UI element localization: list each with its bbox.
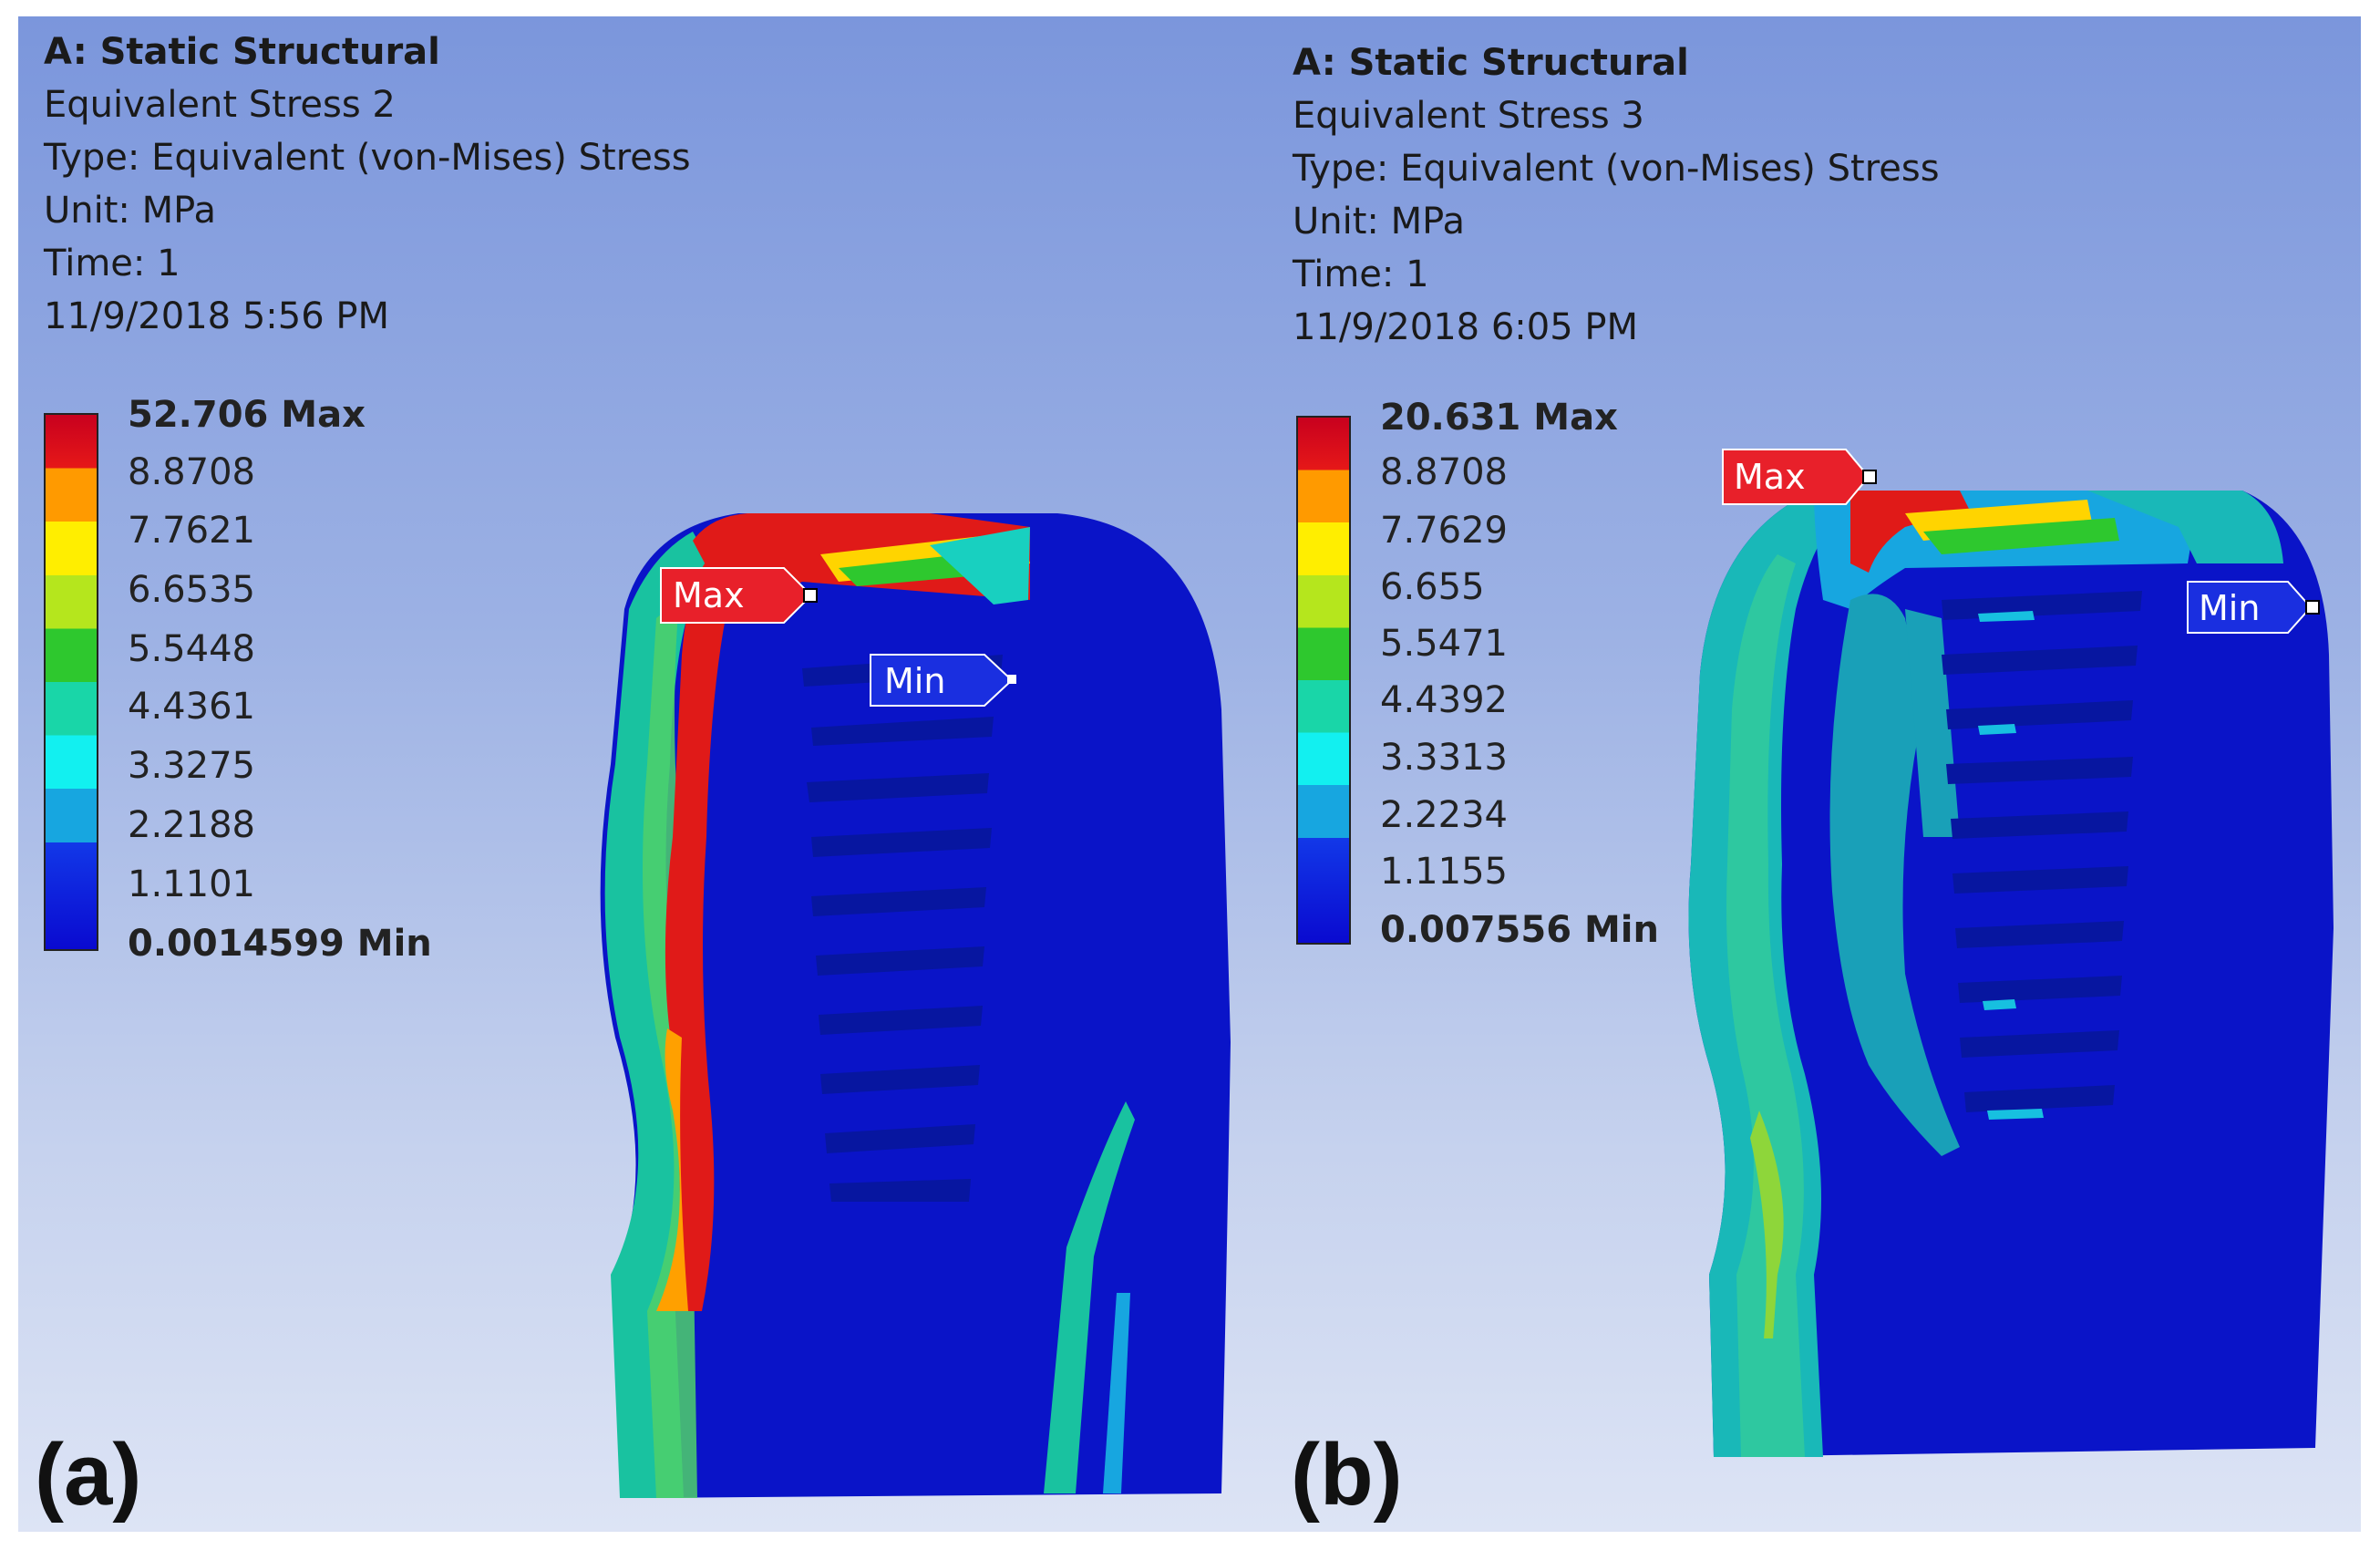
legend-label: 4.4361 — [128, 686, 255, 728]
legend-color-bar — [44, 413, 98, 951]
result-type: Type: Equivalent (von-Mises) Stress — [44, 137, 691, 179]
result-name: Equivalent Stress 2 — [44, 84, 396, 126]
legend-label: 6.655 — [1380, 566, 1485, 608]
legend-label: 2.2234 — [1380, 794, 1508, 836]
min-probe[interactable]: Min — [870, 654, 1016, 707]
result-panel-b: A: Static Structural Equivalent Stress 3… — [1267, 16, 2361, 1532]
result-time: Time: 1 — [1293, 253, 1429, 295]
min-probe-label: Min — [2199, 588, 2260, 628]
legend-color-bar — [1296, 416, 1351, 945]
legend-label: 3.3275 — [128, 745, 255, 787]
max-probe-label: Max — [1734, 457, 1806, 497]
max-probe[interactable]: Max — [660, 567, 818, 624]
legend-label: 6.6535 — [128, 569, 255, 611]
result-timestamp: 11/9/2018 5:56 PM — [44, 295, 389, 337]
stress-model-a[interactable]: Max Min — [18, 16, 1267, 1532]
analysis-system-title: A: Static Structural — [44, 31, 440, 73]
legend-min-label: 0.007556 Min — [1380, 909, 1659, 951]
result-timestamp: 11/9/2018 6:05 PM — [1293, 306, 1638, 348]
result-type: Type: Equivalent (von-Mises) Stress — [1293, 148, 1940, 190]
legend-label: 3.3313 — [1380, 737, 1508, 779]
stress-model-b[interactable]: Max Min — [1267, 16, 2361, 1532]
legend-label: 8.8708 — [1380, 451, 1508, 493]
legend-label: 7.7621 — [128, 510, 255, 552]
thread-slots — [1942, 591, 2142, 1112]
result-unit: Unit: MPa — [44, 190, 216, 232]
legend-label: 5.5471 — [1380, 623, 1508, 665]
result-name: Equivalent Stress 3 — [1293, 95, 1644, 137]
max-probe-label: Max — [673, 575, 745, 615]
legend-max-label: 52.706 Max — [128, 394, 366, 436]
legend-label: 8.8708 — [128, 451, 255, 493]
legend-label: 1.1101 — [128, 863, 255, 905]
result-panel-a: A: Static Structural Equivalent Stress 2… — [18, 16, 1267, 1532]
legend-label: 2.2188 — [128, 804, 255, 846]
legend-label: 7.7629 — [1380, 510, 1508, 552]
result-header: A: Static Structural Equivalent Stress 3… — [1293, 36, 1940, 354]
min-probe[interactable]: Min — [2187, 581, 2320, 634]
legend-min-label: 0.0014599 Min — [128, 923, 432, 965]
figure-label-a: (a) — [35, 1426, 142, 1524]
legend-label: 5.5448 — [128, 628, 255, 670]
legend-max-label: 20.631 Max — [1380, 397, 1618, 439]
max-probe[interactable]: Max — [1722, 449, 1877, 505]
figure-label-b: (b) — [1291, 1426, 1403, 1524]
result-time: Time: 1 — [44, 243, 180, 284]
result-unit: Unit: MPa — [1293, 201, 1465, 243]
legend-label: 4.4392 — [1380, 679, 1508, 721]
min-probe-label: Min — [884, 661, 945, 701]
result-header: A: Static Structural Equivalent Stress 2… — [44, 26, 691, 343]
analysis-system-title: A: Static Structural — [1293, 42, 1689, 84]
legend-label: 1.1155 — [1380, 851, 1508, 893]
